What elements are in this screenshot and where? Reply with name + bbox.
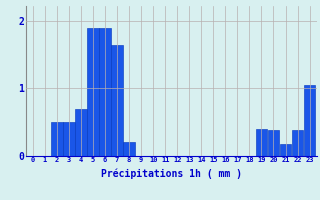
Bar (75, 109, 87, 156)
X-axis label: Précipitations 1h ( mm ): Précipitations 1h ( mm ) (101, 169, 242, 179)
Bar (256, 129, 267, 156)
Bar (280, 144, 291, 156)
Bar (268, 130, 279, 156)
Bar (87, 28, 99, 156)
Bar (51, 122, 63, 156)
Bar (124, 142, 135, 156)
Bar (63, 122, 75, 156)
Bar (111, 45, 123, 156)
Bar (99, 28, 111, 156)
Bar (292, 130, 303, 156)
Bar (304, 85, 315, 156)
